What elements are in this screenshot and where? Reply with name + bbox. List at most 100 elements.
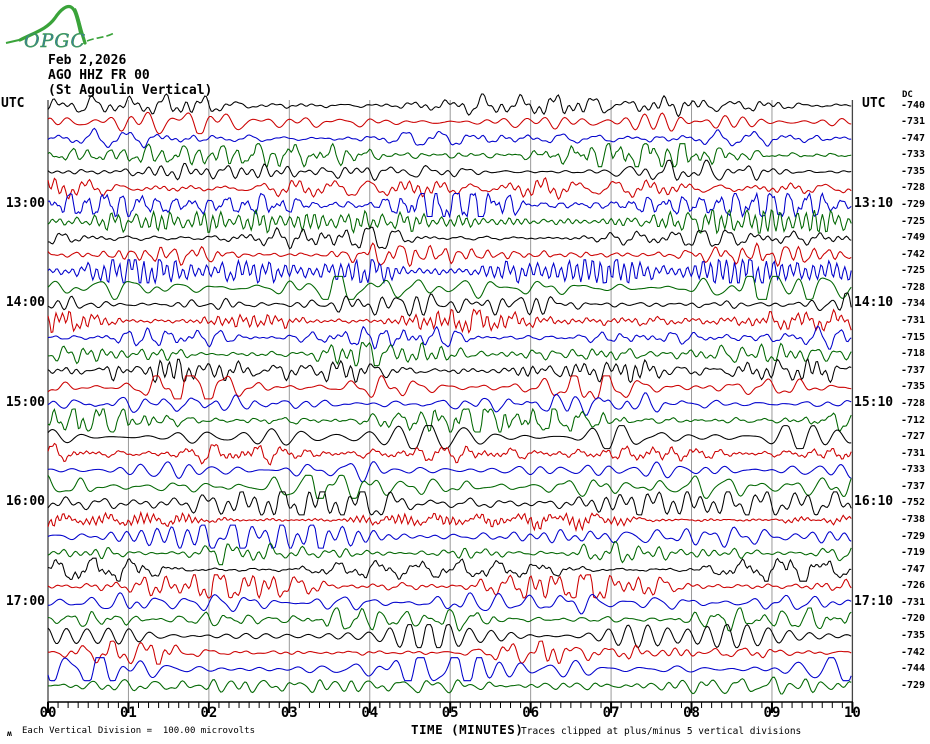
seismic-trace-row-29 <box>47 573 852 600</box>
grid-lines <box>47 100 854 702</box>
dc-value: -731 <box>901 596 926 608</box>
dc-value: -725 <box>901 215 926 227</box>
seismic-trace-row-14 <box>47 325 852 350</box>
microvolt-squiggle-icon: ʍ <box>7 729 12 738</box>
seismic-trace-row-33 <box>47 640 852 665</box>
utc-right-label: 14:10 <box>854 295 894 311</box>
x-tick-label: 01 <box>120 705 137 721</box>
dc-value: -731 <box>901 447 926 459</box>
dc-value: -729 <box>901 679 926 691</box>
x-axis-ticks <box>47 701 854 713</box>
seismic-trace-row-31 <box>47 607 852 632</box>
dc-value: -726 <box>901 580 926 592</box>
seismic-trace-row-18 <box>47 392 852 417</box>
dc-value: -735 <box>901 165 926 177</box>
dc-value: -747 <box>901 563 926 575</box>
seismic-trace-row-35 <box>48 676 852 695</box>
seismic-trace-row-8 <box>47 226 852 250</box>
dc-value: -735 <box>901 630 926 642</box>
dc-value: -742 <box>901 646 926 658</box>
seismic-trace-row-32 <box>47 624 852 649</box>
header-station-name: (St Agoulin Vertical) <box>48 83 213 98</box>
dc-value: -731 <box>901 315 926 327</box>
dc-value: -747 <box>901 132 926 144</box>
seismic-trace-row-28 <box>47 557 852 582</box>
seismic-trace-row-34 <box>47 657 852 682</box>
dc-value: -718 <box>901 348 926 360</box>
x-tick-label: 08 <box>683 705 700 721</box>
seismic-trace-row-1 <box>47 111 852 135</box>
x-axis-title: TIME (MINUTES) <box>411 722 524 737</box>
x-tick-label: 07 <box>602 705 620 721</box>
dc-value: -728 <box>901 397 926 409</box>
logo-mountain-ridge <box>72 7 83 34</box>
seismic-trace-row-6 <box>47 191 852 219</box>
x-tick-label: 05 <box>441 705 459 721</box>
dc-value: -728 <box>901 281 926 293</box>
utc-right-label: 13:10 <box>854 195 894 211</box>
dc-value: -720 <box>901 613 926 625</box>
seismic-trace-row-4 <box>47 159 852 182</box>
dc-value: -744 <box>901 663 926 675</box>
seismic-trace-row-0 <box>47 93 852 118</box>
dc-value: -728 <box>901 182 926 194</box>
seismic-trace-row-7 <box>47 208 852 235</box>
logo-dash-left <box>5 39 20 44</box>
utc-title-right: UTC <box>862 96 886 111</box>
x-tick-label: 04 <box>361 705 379 721</box>
dc-value: -719 <box>901 547 926 559</box>
utc-left-label: 16:00 <box>5 494 45 510</box>
utc-right-label: 17:10 <box>854 593 894 609</box>
seismic-trace-row-3 <box>47 142 852 168</box>
seismic-trace-row-13 <box>47 308 852 334</box>
dc-value: -752 <box>901 497 926 509</box>
x-tick-label: 00 <box>39 705 57 721</box>
x-tick-label: 03 <box>280 705 298 721</box>
header-date: Feb 2,2026 <box>48 53 127 68</box>
trace-lines <box>47 93 852 695</box>
dc-value: -733 <box>901 149 926 161</box>
seismic-trace-row-12 <box>47 292 852 317</box>
dc-value: -727 <box>901 431 926 443</box>
seismic-trace-row-11 <box>47 275 852 300</box>
seismic-trace-row-24 <box>47 491 852 516</box>
utc-title-left: UTC <box>1 96 25 111</box>
dc-value: -725 <box>901 265 926 277</box>
utc-left-label: 15:00 <box>5 394 45 410</box>
dc-value: -712 <box>901 414 926 426</box>
utc-left-label: 13:00 <box>5 195 45 211</box>
x-tick-label: 10 <box>843 705 861 721</box>
vertical-division-note: Each Vertical Division = 100.00 microvol… <box>22 726 255 736</box>
seismic-trace-row-15 <box>48 341 852 367</box>
dc-value: -742 <box>901 248 926 260</box>
dc-value: -729 <box>901 198 926 210</box>
seismic-trace-row-2 <box>47 127 852 149</box>
seismic-trace-row-21 <box>47 442 852 466</box>
seismic-trace-row-10 <box>47 258 852 285</box>
seismic-trace-row-30 <box>47 592 852 615</box>
logo-mountain-curve <box>18 4 87 45</box>
seismic-trace-row-9 <box>47 242 852 268</box>
seismic-trace-row-25 <box>47 510 852 533</box>
seismic-trace-row-22 <box>47 461 852 483</box>
dc-value: -734 <box>901 298 926 310</box>
seismic-trace-row-23 <box>47 474 852 499</box>
seismic-trace-row-20 <box>47 425 852 450</box>
x-tick-label: 09 <box>763 705 781 721</box>
dc-value: -740 <box>901 99 926 111</box>
seismic-trace-row-16 <box>47 358 852 384</box>
utc-left-label: 14:00 <box>5 295 45 311</box>
seismic-trace-row-19 <box>47 407 852 433</box>
clipping-note: Traces clipped at plus/minus 5 vertical … <box>521 726 802 737</box>
x-tick-label: 06 <box>522 705 540 721</box>
header-station-code: AGO HHZ FR 00 <box>48 68 150 83</box>
opgc-logo: OPGC <box>5 4 115 52</box>
logo-text: OPGC <box>24 30 86 52</box>
seismic-trace-row-27 <box>47 541 852 566</box>
utc-right-label: 15:10 <box>854 394 894 410</box>
dc-value: -749 <box>901 232 926 244</box>
dc-value: -731 <box>901 116 926 128</box>
seismic-trace-row-5 <box>47 177 852 201</box>
